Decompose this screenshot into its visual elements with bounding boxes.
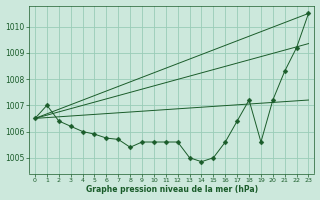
X-axis label: Graphe pression niveau de la mer (hPa): Graphe pression niveau de la mer (hPa) [86, 185, 258, 194]
